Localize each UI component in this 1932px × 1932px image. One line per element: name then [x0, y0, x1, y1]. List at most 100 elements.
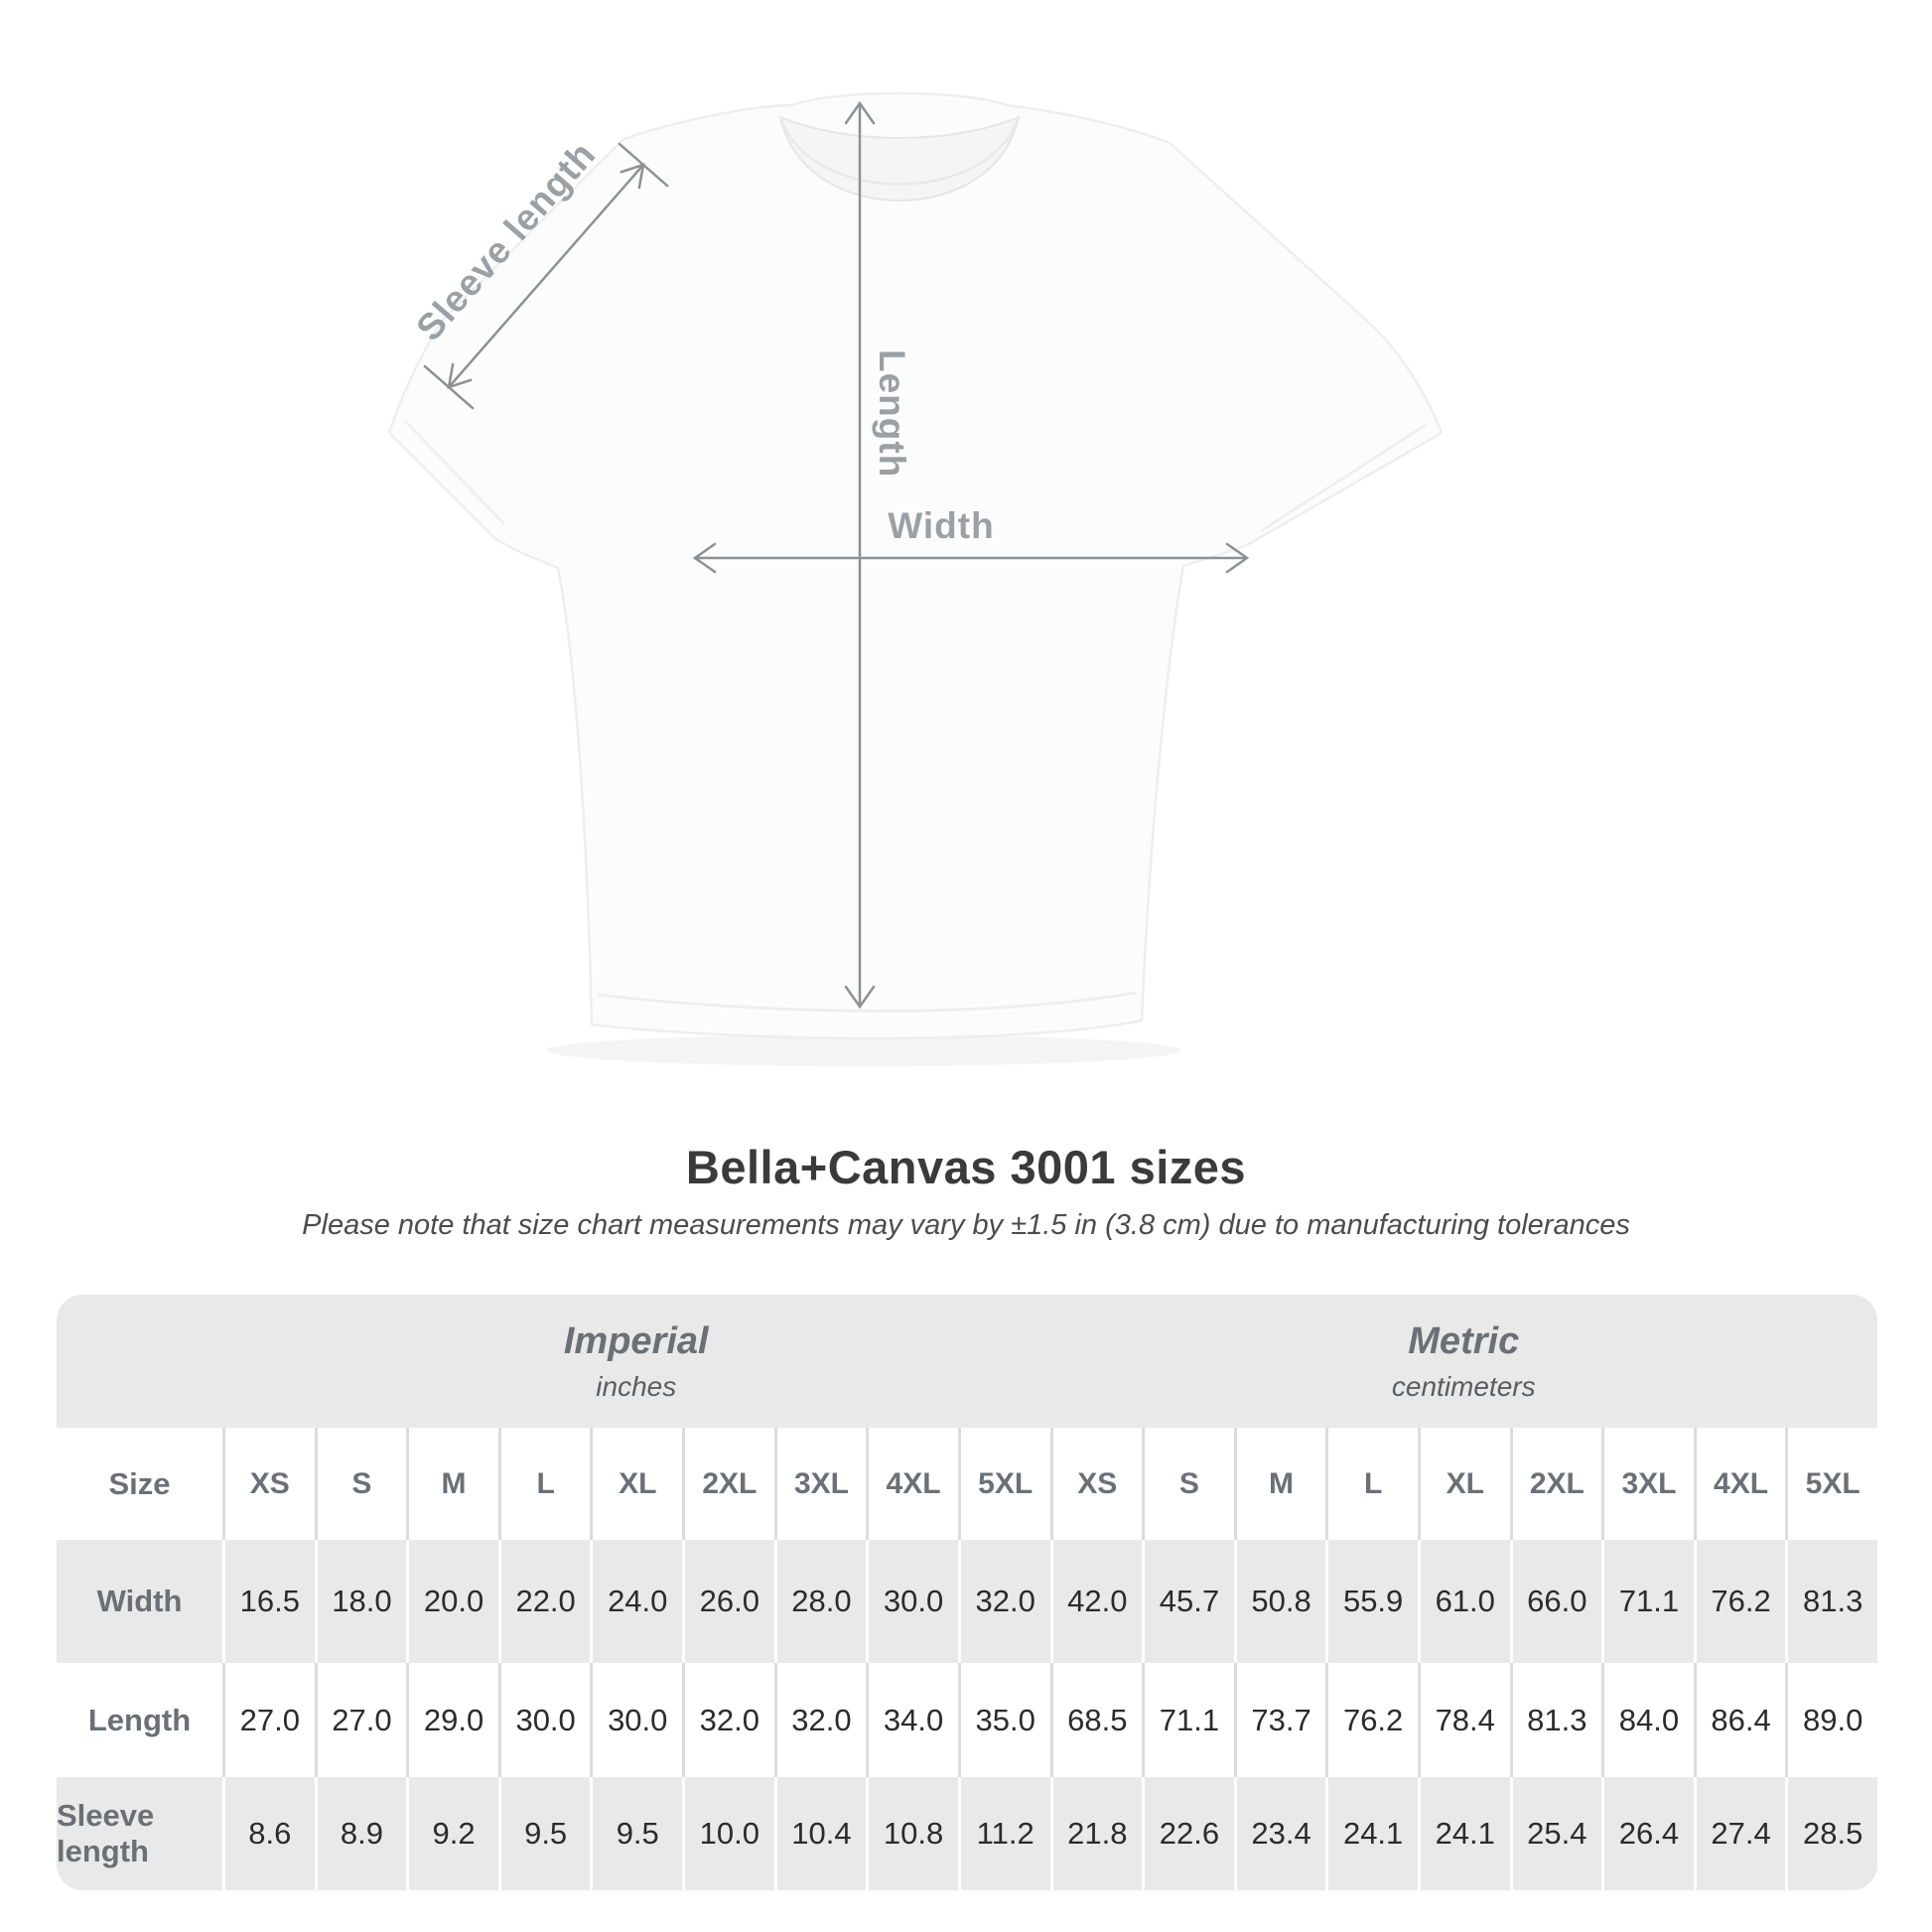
value-cell: 29.0: [406, 1663, 498, 1777]
value-cell: 50.8: [1233, 1540, 1326, 1663]
table-row-length: Length 27.0 27.0 29.0 30.0 30.0 32.0 32.…: [57, 1663, 1877, 1777]
value-cell: 30.0: [866, 1540, 958, 1663]
value-cell: 68.5: [1049, 1663, 1143, 1777]
metric-title: Metric: [1408, 1319, 1520, 1362]
sleeve-length-arrow: [423, 142, 669, 410]
size-header: XS: [222, 1428, 315, 1540]
length-arrow: [844, 100, 876, 1010]
value-cell: 9.5: [497, 1777, 591, 1890]
size-header: 3XL: [773, 1428, 867, 1540]
value-cell: 42.0: [1049, 1540, 1143, 1663]
value-cell: 32.0: [773, 1663, 867, 1777]
tshirt-silhouette: [387, 91, 1444, 1040]
value-cell: 22.6: [1142, 1777, 1234, 1890]
value-cell: 9.5: [590, 1777, 682, 1890]
value-cell: 26.4: [1601, 1777, 1694, 1890]
size-table: Imperial inches Metric centimeters Size …: [57, 1295, 1877, 1890]
value-cell: 86.4: [1693, 1663, 1786, 1777]
value-cell: 18.0: [314, 1540, 407, 1663]
imperial-unit: inches: [596, 1370, 677, 1402]
size-header: M: [406, 1428, 498, 1540]
value-cell: 16.5: [222, 1540, 315, 1663]
value-cell: 10.4: [773, 1777, 867, 1890]
value-cell: 81.3: [1509, 1663, 1602, 1777]
value-cell: 25.4: [1509, 1777, 1602, 1890]
right-cuff-seam: [1260, 423, 1427, 533]
value-cell: 28.5: [1785, 1777, 1877, 1890]
size-header: M: [1233, 1428, 1326, 1540]
length-label: Length: [872, 349, 912, 478]
collar-seam: [778, 116, 1021, 186]
value-cell: 55.9: [1325, 1540, 1418, 1663]
size-header: 5XL: [1785, 1428, 1877, 1540]
value-cell: 23.4: [1233, 1777, 1326, 1890]
value-cell: 35.0: [957, 1663, 1050, 1777]
tolerance-note: Please note that size chart measurements…: [302, 1209, 1630, 1241]
value-cell: 34.0: [866, 1663, 958, 1777]
left-cuff-seam: [403, 419, 506, 526]
imperial-header: Imperial inches: [222, 1295, 1050, 1428]
value-cell: 81.3: [1785, 1540, 1877, 1663]
value-cell: 8.6: [222, 1777, 315, 1890]
size-header: S: [314, 1428, 407, 1540]
size-header: S: [1142, 1428, 1234, 1540]
collar-opening: [778, 115, 1021, 202]
size-header: XL: [590, 1428, 682, 1540]
value-cell: 21.8: [1049, 1777, 1143, 1890]
size-header: 3XL: [1601, 1428, 1694, 1540]
value-cell: 10.8: [866, 1777, 958, 1890]
size-header: 2XL: [1509, 1428, 1602, 1540]
value-cell: 28.0: [773, 1540, 867, 1663]
value-cell: 27.0: [314, 1663, 407, 1777]
value-cell: 27.4: [1693, 1777, 1786, 1890]
value-cell: 45.7: [1142, 1540, 1234, 1663]
size-header: L: [1325, 1428, 1418, 1540]
size-header: 4XL: [1693, 1428, 1786, 1540]
shirt-shadow: [546, 1035, 1181, 1066]
value-cell: 11.2: [957, 1777, 1050, 1890]
value-cell: 26.0: [682, 1540, 774, 1663]
width-arrow: [692, 542, 1250, 574]
value-cell: 71.1: [1601, 1540, 1694, 1663]
value-cell: 8.9: [314, 1777, 407, 1890]
value-cell: 84.0: [1601, 1663, 1694, 1777]
value-cell: 32.0: [957, 1540, 1050, 1663]
value-cell: 89.0: [1785, 1663, 1877, 1777]
value-cell: 32.0: [682, 1663, 774, 1777]
value-cell: 24.0: [590, 1540, 682, 1663]
value-cell: 30.0: [590, 1663, 682, 1777]
row-label: Sleeve length: [57, 1798, 155, 1868]
table-row-sleeve-length: Sleeve length 8.6 8.9 9.2 9.5 9.5 10.0 1…: [57, 1777, 1877, 1890]
value-cell: 71.1: [1142, 1663, 1234, 1777]
size-header: XL: [1417, 1428, 1510, 1540]
table-row-width: Width 16.5 18.0 20.0 22.0 24.0 26.0 28.0…: [57, 1540, 1877, 1663]
size-header-row: Size XS S M L XL 2XL 3XL 4XL 5XL XS S M …: [57, 1428, 1877, 1540]
value-cell: 20.0: [406, 1540, 498, 1663]
value-cell: 22.0: [497, 1540, 591, 1663]
width-label: Width: [888, 505, 994, 546]
tshirt-measurement-diagram: Sleeve length Length Width: [387, 91, 1444, 1066]
value-cell: 73.7: [1233, 1663, 1326, 1777]
value-cell: 76.2: [1693, 1540, 1786, 1663]
value-cell: 24.1: [1417, 1777, 1510, 1890]
metric-unit: centimeters: [1391, 1370, 1536, 1402]
imperial-title: Imperial: [563, 1319, 709, 1362]
value-cell: 9.2: [406, 1777, 498, 1890]
value-cell: 66.0: [1509, 1540, 1602, 1663]
size-header: L: [497, 1428, 591, 1540]
size-header: 5XL: [957, 1428, 1050, 1540]
page-title: Bella+Canvas 3001 sizes: [685, 1141, 1247, 1193]
value-cell: 30.0: [497, 1663, 591, 1777]
size-column-label: Size: [108, 1465, 171, 1501]
unit-header-row: Imperial inches Metric centimeters: [57, 1295, 1877, 1428]
value-cell: 10.0: [682, 1777, 774, 1890]
value-cell: 27.0: [222, 1663, 315, 1777]
row-label: Width: [96, 1584, 183, 1618]
size-header: 4XL: [866, 1428, 958, 1540]
row-label: Length: [87, 1702, 192, 1737]
value-cell: 61.0: [1417, 1540, 1510, 1663]
size-header: XS: [1049, 1428, 1143, 1540]
hem-stitch: [597, 991, 1137, 1013]
value-cell: 24.1: [1325, 1777, 1418, 1890]
value-cell: 78.4: [1417, 1663, 1510, 1777]
